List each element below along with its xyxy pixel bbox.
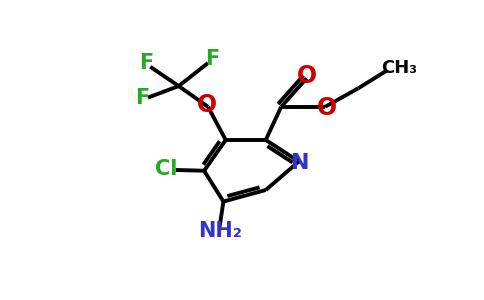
Text: O: O — [297, 64, 318, 88]
Text: NH₂: NH₂ — [198, 221, 242, 241]
Text: Cl: Cl — [155, 159, 178, 179]
Text: O: O — [317, 96, 337, 120]
Text: F: F — [135, 88, 149, 108]
Text: F: F — [205, 49, 219, 69]
Text: CH₃: CH₃ — [381, 59, 417, 77]
Text: F: F — [139, 53, 153, 73]
Text: O: O — [197, 92, 216, 116]
Text: N: N — [291, 153, 310, 173]
